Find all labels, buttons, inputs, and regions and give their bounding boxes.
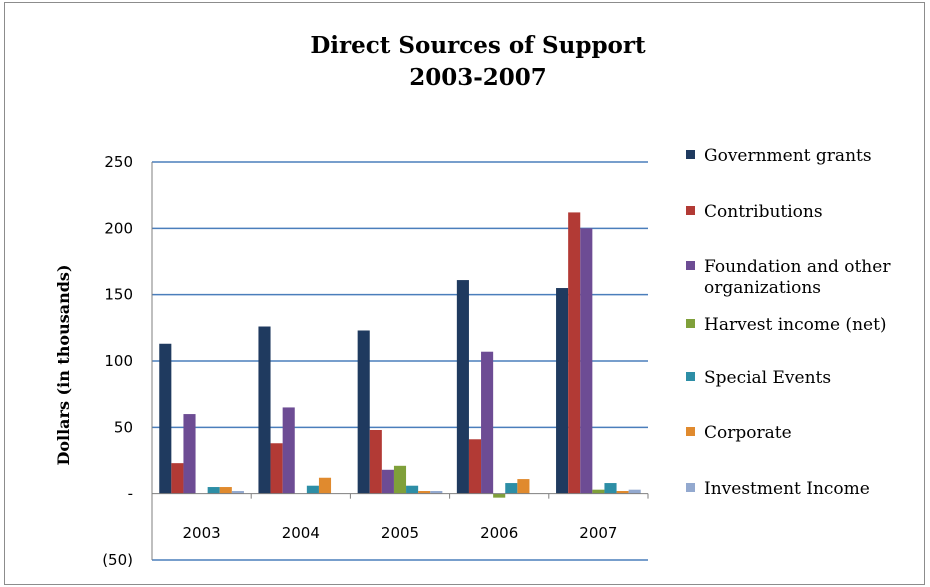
legend-swatch bbox=[686, 206, 695, 215]
bar bbox=[406, 485, 419, 494]
y-tick-label: 150 bbox=[104, 286, 133, 304]
legend-label: Corporate bbox=[704, 423, 792, 443]
bar bbox=[159, 343, 172, 494]
bar bbox=[171, 463, 184, 494]
x-tick-label: 2006 bbox=[480, 524, 518, 542]
bar bbox=[493, 493, 506, 498]
legend-swatch bbox=[686, 427, 695, 436]
bar bbox=[628, 489, 641, 494]
legend-label: Contributions bbox=[704, 202, 823, 222]
legend-label: Foundation and other bbox=[704, 257, 891, 277]
legend-label: Investment Income bbox=[704, 479, 870, 499]
bar bbox=[580, 228, 593, 494]
bar bbox=[418, 491, 431, 494]
bar bbox=[183, 414, 196, 494]
bar bbox=[318, 477, 332, 494]
chart-subtitle: 2003-2007 bbox=[409, 64, 547, 91]
bar bbox=[604, 483, 617, 494]
bar bbox=[616, 491, 629, 494]
bar bbox=[357, 330, 370, 494]
axes bbox=[151, 162, 649, 560]
bar bbox=[556, 288, 569, 494]
y-tick-label: - bbox=[128, 485, 133, 503]
bar bbox=[219, 487, 232, 494]
bar bbox=[468, 439, 482, 494]
y-axis-label: Dollars (in thousands) bbox=[54, 264, 73, 465]
bar bbox=[456, 280, 469, 494]
gridlines bbox=[152, 161, 648, 561]
bar bbox=[282, 407, 295, 494]
x-tick-label: 2004 bbox=[282, 524, 320, 542]
bar bbox=[270, 443, 283, 494]
bars bbox=[159, 212, 641, 498]
legend-swatch bbox=[686, 150, 695, 159]
y-tick-label: 200 bbox=[104, 219, 133, 237]
y-tick-label: 250 bbox=[104, 153, 133, 171]
bar bbox=[430, 491, 443, 494]
legend-swatch bbox=[686, 261, 695, 270]
chart-title: Direct Sources of Support bbox=[310, 32, 646, 59]
legend-label: Harvest income (net) bbox=[704, 315, 887, 335]
x-tick-labels: 2003 2004 2005 2006 2007 bbox=[183, 524, 618, 542]
y-tick-label: 50 bbox=[114, 418, 133, 436]
bar bbox=[306, 485, 319, 494]
bar bbox=[505, 483, 518, 494]
y-tick-label: 100 bbox=[104, 352, 133, 370]
legend-swatch bbox=[686, 319, 695, 328]
legend-swatch bbox=[686, 372, 695, 381]
bar bbox=[481, 351, 494, 494]
bar bbox=[207, 487, 220, 494]
legend-label: Government grants bbox=[704, 146, 872, 166]
y-tick-label: (50) bbox=[102, 551, 133, 569]
bar bbox=[517, 479, 530, 494]
legend-label: Special Events bbox=[704, 368, 831, 388]
bar bbox=[568, 212, 581, 494]
y-tick-labels: 250 200 150 100 50 - (50) bbox=[102, 153, 133, 569]
legend: Government grants Contributions Foundation… bbox=[686, 146, 891, 499]
bar bbox=[369, 429, 382, 494]
legend-label: organizations bbox=[704, 278, 821, 298]
bar bbox=[592, 489, 605, 494]
legend-swatch bbox=[686, 483, 695, 492]
bar bbox=[393, 465, 407, 494]
bar bbox=[381, 469, 394, 494]
x-tick-label: 2007 bbox=[579, 524, 617, 542]
bar bbox=[258, 326, 271, 494]
x-tick-label: 2005 bbox=[381, 524, 419, 542]
bar bbox=[231, 491, 244, 494]
x-tick-label: 2003 bbox=[183, 524, 221, 542]
